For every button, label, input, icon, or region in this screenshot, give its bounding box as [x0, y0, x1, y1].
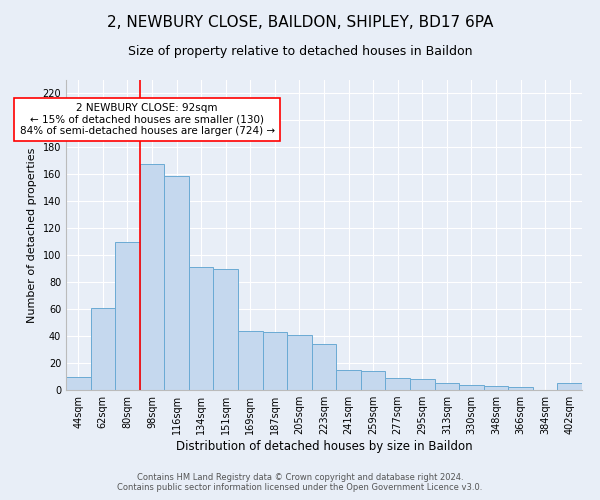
- Bar: [336, 370, 361, 390]
- Text: 2 NEWBURY CLOSE: 92sqm
← 15% of detached houses are smaller (130)
84% of semi-de: 2 NEWBURY CLOSE: 92sqm ← 15% of detached…: [20, 103, 275, 136]
- Bar: [508, 388, 533, 390]
- Text: Size of property relative to detached houses in Baildon: Size of property relative to detached ho…: [128, 45, 472, 58]
- Bar: [459, 384, 484, 390]
- Bar: [91, 308, 115, 390]
- Bar: [557, 384, 582, 390]
- Bar: [140, 164, 164, 390]
- Bar: [385, 378, 410, 390]
- Text: Contains public sector information licensed under the Open Government Licence v3: Contains public sector information licen…: [118, 484, 482, 492]
- Bar: [164, 176, 189, 390]
- Bar: [66, 376, 91, 390]
- Bar: [214, 268, 238, 390]
- Bar: [484, 386, 508, 390]
- Bar: [287, 334, 312, 390]
- Text: Contains HM Land Registry data © Crown copyright and database right 2024.: Contains HM Land Registry data © Crown c…: [137, 474, 463, 482]
- Bar: [115, 242, 140, 390]
- Text: 2, NEWBURY CLOSE, BAILDON, SHIPLEY, BD17 6PA: 2, NEWBURY CLOSE, BAILDON, SHIPLEY, BD17…: [107, 15, 493, 30]
- Y-axis label: Number of detached properties: Number of detached properties: [27, 148, 37, 322]
- Bar: [312, 344, 336, 390]
- X-axis label: Distribution of detached houses by size in Baildon: Distribution of detached houses by size …: [176, 440, 472, 453]
- Bar: [263, 332, 287, 390]
- Bar: [434, 384, 459, 390]
- Bar: [238, 330, 263, 390]
- Bar: [189, 268, 214, 390]
- Bar: [361, 371, 385, 390]
- Bar: [410, 379, 434, 390]
